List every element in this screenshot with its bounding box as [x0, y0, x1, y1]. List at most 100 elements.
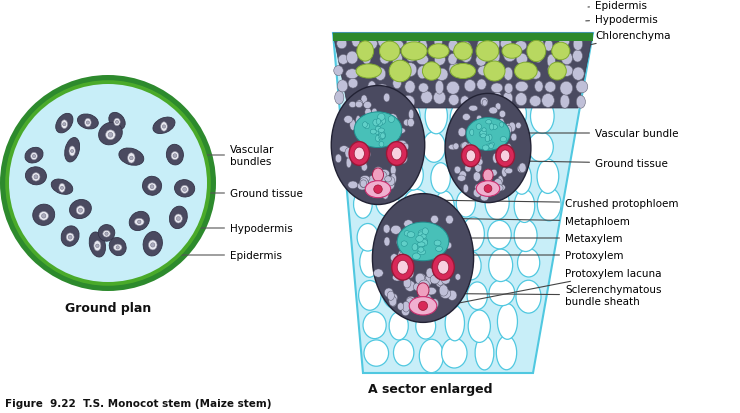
Ellipse shape [403, 262, 413, 269]
Ellipse shape [337, 81, 348, 93]
Ellipse shape [489, 38, 500, 52]
Ellipse shape [364, 340, 388, 366]
Ellipse shape [506, 144, 511, 152]
Ellipse shape [576, 81, 588, 94]
Ellipse shape [365, 152, 371, 158]
Ellipse shape [398, 250, 408, 260]
Ellipse shape [391, 294, 397, 302]
Ellipse shape [349, 142, 369, 166]
Ellipse shape [559, 38, 570, 47]
Ellipse shape [391, 148, 402, 161]
Ellipse shape [485, 136, 489, 141]
Ellipse shape [468, 106, 478, 112]
Ellipse shape [505, 84, 513, 94]
Ellipse shape [488, 177, 492, 183]
Ellipse shape [400, 231, 406, 240]
Ellipse shape [448, 291, 457, 301]
Ellipse shape [403, 160, 423, 191]
Ellipse shape [375, 127, 381, 132]
Ellipse shape [388, 114, 397, 124]
Ellipse shape [505, 169, 513, 174]
Circle shape [34, 176, 38, 179]
Ellipse shape [431, 299, 439, 309]
Ellipse shape [438, 261, 448, 274]
Ellipse shape [448, 95, 459, 106]
Ellipse shape [460, 42, 471, 53]
Ellipse shape [411, 280, 435, 306]
Ellipse shape [400, 251, 407, 262]
Ellipse shape [491, 170, 497, 177]
Ellipse shape [143, 232, 162, 256]
Ellipse shape [375, 129, 380, 135]
Text: Metaphloem: Metaphloem [425, 216, 630, 226]
Ellipse shape [504, 51, 516, 62]
Ellipse shape [32, 173, 40, 182]
Ellipse shape [465, 165, 471, 173]
Ellipse shape [432, 255, 454, 280]
Ellipse shape [103, 231, 110, 237]
Ellipse shape [415, 273, 425, 285]
Text: Ground tissue: Ground tissue [522, 159, 668, 169]
Ellipse shape [403, 278, 411, 288]
Ellipse shape [363, 137, 370, 144]
Ellipse shape [360, 247, 379, 278]
Ellipse shape [340, 146, 349, 153]
Ellipse shape [485, 120, 491, 127]
Ellipse shape [462, 252, 481, 280]
Ellipse shape [395, 128, 406, 134]
Ellipse shape [448, 55, 457, 66]
Ellipse shape [462, 218, 485, 251]
Ellipse shape [420, 339, 443, 373]
Ellipse shape [393, 145, 398, 156]
Ellipse shape [497, 336, 517, 370]
Ellipse shape [493, 93, 502, 106]
Ellipse shape [379, 142, 384, 147]
Text: Protoxylem: Protoxylem [425, 250, 624, 260]
Ellipse shape [435, 191, 454, 223]
Ellipse shape [59, 184, 65, 193]
Ellipse shape [517, 54, 528, 65]
Ellipse shape [365, 67, 377, 79]
Ellipse shape [354, 191, 372, 219]
Ellipse shape [383, 225, 390, 234]
Ellipse shape [423, 63, 441, 81]
Text: A sector enlarged: A sector enlarged [368, 382, 492, 395]
Ellipse shape [384, 288, 393, 298]
Ellipse shape [537, 188, 561, 221]
Ellipse shape [418, 247, 424, 253]
Ellipse shape [357, 224, 378, 252]
Ellipse shape [477, 181, 500, 197]
Ellipse shape [94, 241, 101, 251]
Ellipse shape [342, 102, 361, 134]
Ellipse shape [474, 163, 482, 173]
Ellipse shape [70, 200, 91, 219]
Ellipse shape [356, 65, 381, 79]
Ellipse shape [436, 242, 445, 250]
Ellipse shape [372, 194, 474, 323]
Ellipse shape [388, 180, 394, 190]
Text: Chlorenchyma: Chlorenchyma [565, 31, 670, 51]
Ellipse shape [488, 65, 497, 76]
Ellipse shape [407, 232, 415, 238]
Ellipse shape [492, 185, 500, 195]
Ellipse shape [489, 280, 515, 306]
Circle shape [87, 121, 90, 125]
Ellipse shape [416, 313, 436, 339]
Ellipse shape [496, 185, 503, 192]
Circle shape [61, 187, 64, 190]
Ellipse shape [397, 154, 408, 164]
Ellipse shape [359, 281, 381, 311]
Ellipse shape [497, 154, 503, 163]
Ellipse shape [482, 166, 506, 192]
Ellipse shape [547, 55, 555, 69]
Circle shape [162, 126, 166, 129]
Text: Epidermis: Epidermis [588, 1, 647, 11]
Ellipse shape [408, 119, 414, 128]
Ellipse shape [442, 338, 467, 368]
Ellipse shape [406, 36, 419, 50]
Ellipse shape [377, 172, 387, 183]
Circle shape [78, 209, 83, 213]
Ellipse shape [363, 56, 371, 65]
Ellipse shape [528, 133, 554, 162]
Ellipse shape [412, 244, 418, 251]
